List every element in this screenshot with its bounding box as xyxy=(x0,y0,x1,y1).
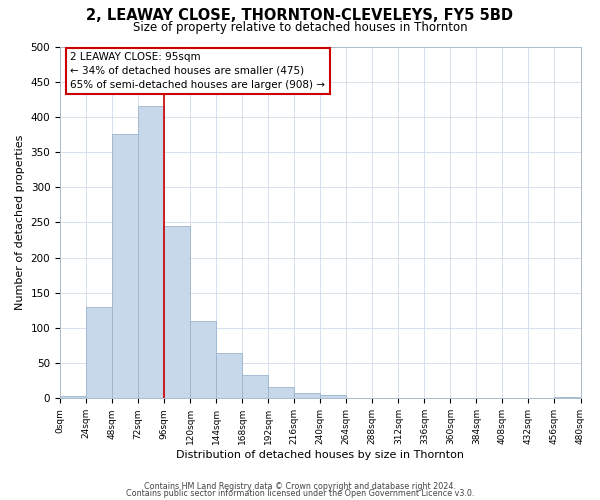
Text: 2 LEAWAY CLOSE: 95sqm
← 34% of detached houses are smaller (475)
65% of semi-det: 2 LEAWAY CLOSE: 95sqm ← 34% of detached … xyxy=(70,52,325,90)
Bar xyxy=(190,321,216,398)
X-axis label: Distribution of detached houses by size in Thornton: Distribution of detached houses by size … xyxy=(176,450,464,460)
Bar xyxy=(112,134,138,398)
Text: Contains HM Land Registry data © Crown copyright and database right 2024.: Contains HM Land Registry data © Crown c… xyxy=(144,482,456,491)
Y-axis label: Number of detached properties: Number of detached properties xyxy=(15,134,25,310)
Text: Contains public sector information licensed under the Open Government Licence v3: Contains public sector information licen… xyxy=(126,489,474,498)
Bar xyxy=(86,307,112,398)
Bar xyxy=(138,106,164,399)
Bar xyxy=(294,394,320,398)
Bar xyxy=(216,352,242,399)
Bar xyxy=(320,395,346,398)
Bar xyxy=(242,375,268,398)
Text: Size of property relative to detached houses in Thornton: Size of property relative to detached ho… xyxy=(133,21,467,34)
Bar xyxy=(164,226,190,398)
Bar xyxy=(268,387,294,398)
Bar xyxy=(60,396,86,398)
Text: 2, LEAWAY CLOSE, THORNTON-CLEVELEYS, FY5 5BD: 2, LEAWAY CLOSE, THORNTON-CLEVELEYS, FY5… xyxy=(86,8,514,22)
Bar xyxy=(554,397,580,398)
